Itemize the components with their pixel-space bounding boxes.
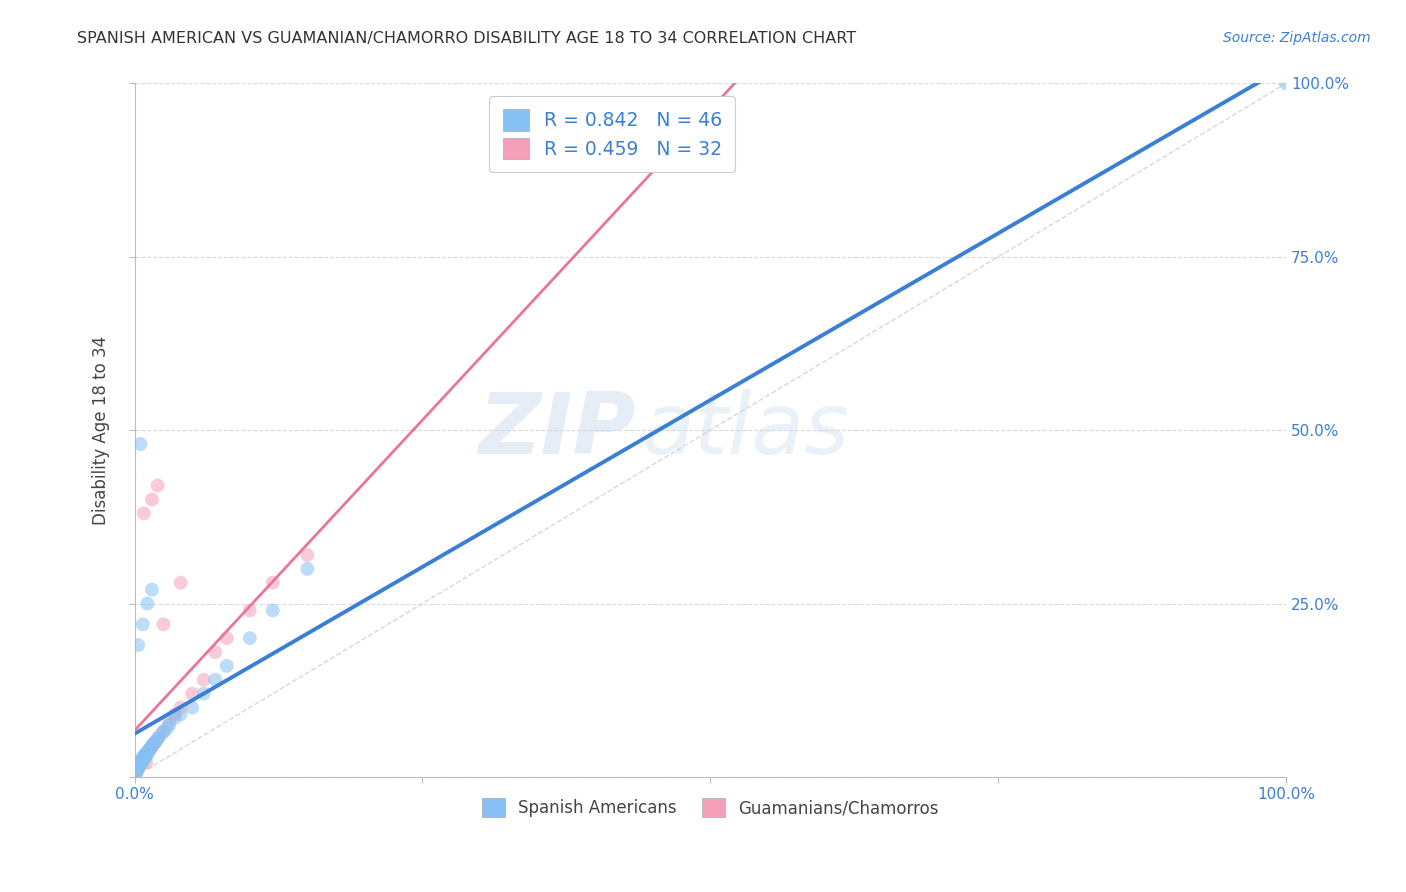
Point bbox=[181, 700, 204, 714]
Point bbox=[152, 724, 174, 739]
Point bbox=[297, 562, 319, 576]
Point bbox=[127, 638, 149, 652]
Point bbox=[131, 750, 153, 764]
Text: SPANISH AMERICAN VS GUAMANIAN/CHAMORRO DISABILITY AGE 18 TO 34 CORRELATION CHART: SPANISH AMERICAN VS GUAMANIAN/CHAMORRO D… bbox=[77, 31, 856, 46]
Point bbox=[1275, 77, 1298, 91]
Point bbox=[170, 575, 193, 590]
Text: ZIP: ZIP bbox=[478, 389, 636, 472]
Point bbox=[131, 752, 153, 766]
Point bbox=[193, 687, 215, 701]
Point bbox=[149, 728, 172, 742]
Point bbox=[262, 575, 284, 590]
Y-axis label: Disability Age 18 to 34: Disability Age 18 to 34 bbox=[93, 335, 110, 524]
Point bbox=[125, 767, 148, 781]
Point bbox=[129, 756, 152, 770]
Point bbox=[239, 631, 262, 645]
Point bbox=[134, 750, 156, 764]
Point bbox=[128, 758, 150, 772]
Point bbox=[181, 687, 204, 701]
Point bbox=[131, 617, 153, 632]
Point bbox=[156, 722, 179, 736]
Legend: Spanish Americans, Guamanians/Chamorros: Spanish Americans, Guamanians/Chamorros bbox=[475, 791, 946, 824]
Point bbox=[128, 759, 150, 773]
Text: atlas: atlas bbox=[641, 389, 849, 472]
Point bbox=[127, 762, 149, 776]
Point bbox=[131, 755, 153, 769]
Point bbox=[135, 756, 157, 770]
Text: Source: ZipAtlas.com: Source: ZipAtlas.com bbox=[1223, 31, 1371, 45]
Point bbox=[138, 743, 160, 757]
Point bbox=[163, 707, 186, 722]
Point bbox=[135, 746, 157, 760]
Point bbox=[146, 731, 169, 746]
Point bbox=[141, 739, 163, 753]
Point bbox=[136, 597, 159, 611]
Point bbox=[131, 756, 153, 770]
Point bbox=[131, 756, 153, 770]
Point bbox=[138, 743, 160, 757]
Point bbox=[138, 742, 160, 756]
Point bbox=[297, 548, 319, 562]
Point bbox=[134, 749, 156, 764]
Point bbox=[132, 507, 155, 521]
Point bbox=[127, 762, 149, 776]
Point bbox=[132, 750, 155, 764]
Point bbox=[129, 437, 152, 451]
Point bbox=[143, 735, 166, 749]
Point bbox=[146, 478, 169, 492]
Point bbox=[132, 749, 155, 764]
Point bbox=[204, 645, 226, 659]
Point bbox=[239, 603, 262, 617]
Point bbox=[128, 757, 150, 772]
Point bbox=[125, 764, 148, 779]
Point bbox=[135, 747, 157, 762]
Point bbox=[193, 673, 215, 687]
Point bbox=[215, 631, 238, 645]
Point bbox=[142, 739, 165, 753]
Point bbox=[135, 749, 157, 764]
Point bbox=[157, 718, 180, 732]
Point bbox=[136, 747, 159, 762]
Point bbox=[141, 582, 163, 597]
Point bbox=[129, 755, 152, 769]
Point bbox=[125, 763, 148, 777]
Point bbox=[143, 735, 166, 749]
Point bbox=[127, 759, 149, 773]
Point bbox=[125, 764, 148, 779]
Point bbox=[129, 757, 152, 772]
Point bbox=[142, 737, 165, 751]
Point bbox=[262, 603, 284, 617]
Point bbox=[215, 659, 238, 673]
Point bbox=[152, 617, 174, 632]
Point bbox=[157, 714, 180, 729]
Point bbox=[163, 711, 186, 725]
Point bbox=[134, 747, 156, 762]
Point bbox=[152, 724, 174, 739]
Point bbox=[139, 740, 162, 755]
Point bbox=[146, 731, 169, 746]
Point bbox=[131, 752, 153, 766]
Point bbox=[141, 492, 163, 507]
Point bbox=[132, 752, 155, 766]
Point bbox=[170, 707, 193, 722]
Point bbox=[204, 673, 226, 687]
Point bbox=[125, 766, 148, 780]
Point bbox=[170, 700, 193, 714]
Point bbox=[139, 742, 162, 756]
